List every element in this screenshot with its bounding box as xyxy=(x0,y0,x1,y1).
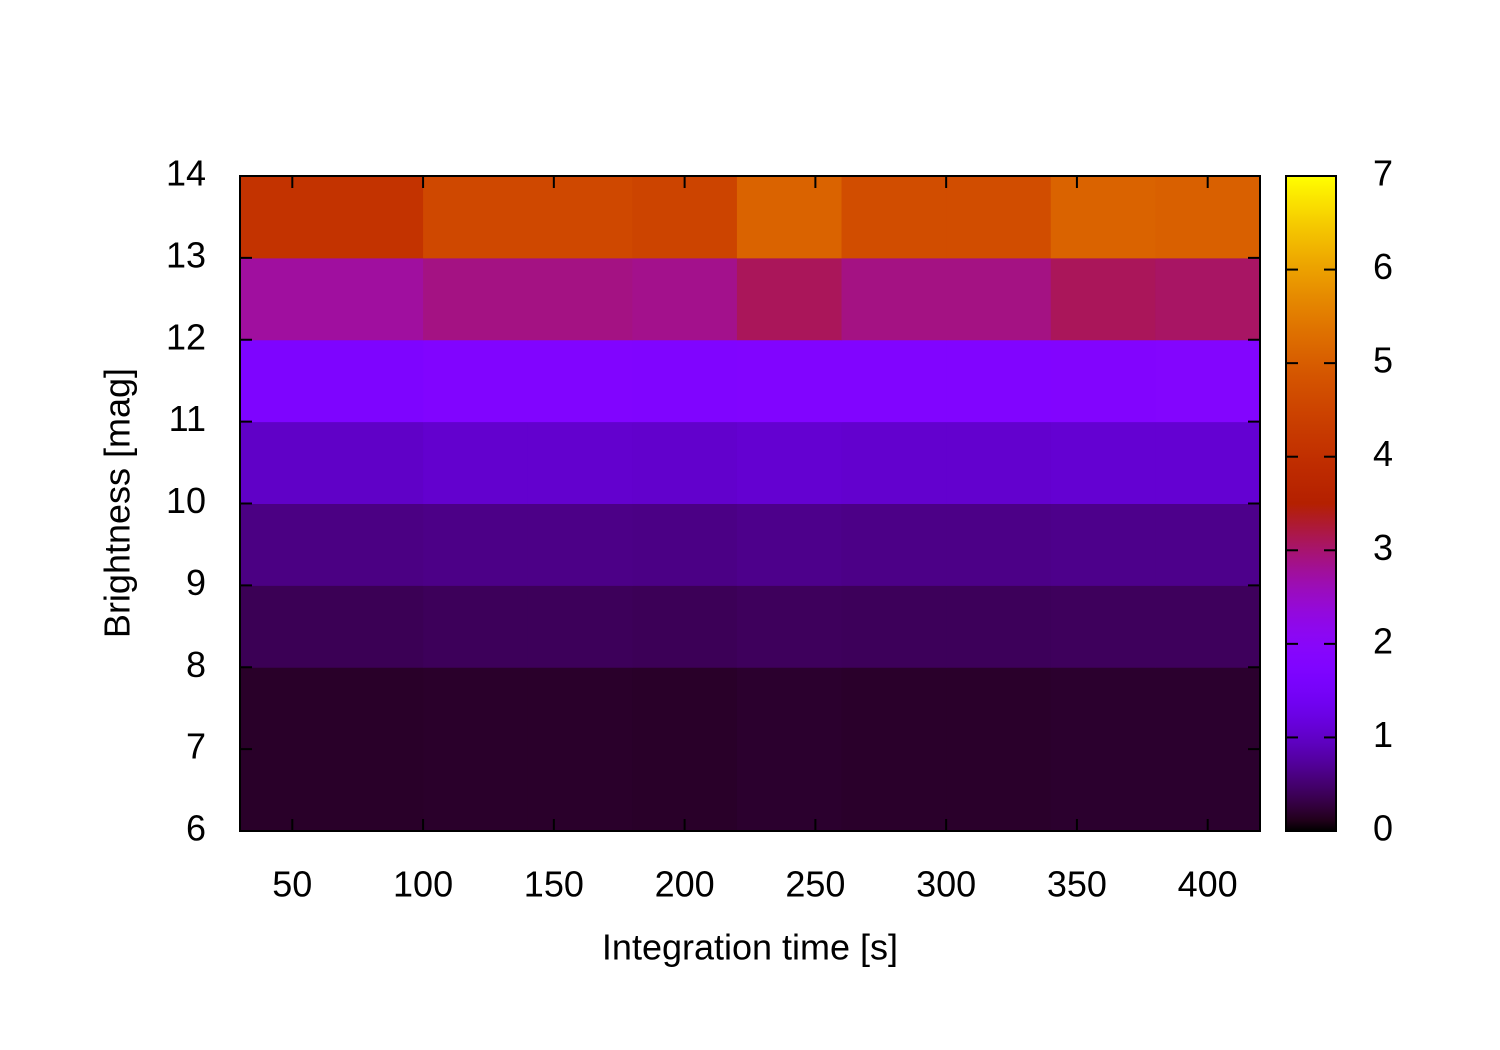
y-tick-label: 12 xyxy=(166,316,206,357)
heatmap-cell xyxy=(841,339,947,423)
heatmap-cell xyxy=(527,667,633,832)
heatmap-cell xyxy=(240,339,424,423)
colorbar xyxy=(1285,175,1337,832)
heatmap-cell xyxy=(841,257,947,341)
heatmap-cell xyxy=(527,421,633,504)
y-tick-label: 7 xyxy=(186,726,206,767)
heatmap-cell xyxy=(632,176,738,259)
heatmap-cell xyxy=(1050,257,1156,341)
heatmap-cell xyxy=(946,257,1052,341)
heatmap-cell xyxy=(423,257,529,341)
y-tick-label: 14 xyxy=(166,153,206,194)
heatmap-cell xyxy=(423,585,529,668)
heatmap-cell xyxy=(1050,667,1156,832)
x-tick-label: 250 xyxy=(785,864,845,905)
heatmap-cell xyxy=(946,667,1052,832)
colorbar-tick-label: 7 xyxy=(1373,153,1393,194)
x-tick-label: 400 xyxy=(1178,864,1238,905)
heatmap-cell xyxy=(527,585,633,668)
y-tick-label: 11 xyxy=(169,398,206,439)
heatmap-cell xyxy=(632,339,738,423)
heatmap-cell xyxy=(1050,339,1156,423)
heatmap-cell xyxy=(632,667,738,832)
heatmap-cell xyxy=(736,339,843,423)
heatmap-cell xyxy=(1155,421,1261,504)
colorbar-tick-label: 5 xyxy=(1373,340,1393,381)
y-tick-label: 13 xyxy=(166,234,206,275)
heatmap-cell xyxy=(736,585,843,668)
heatmap-cell xyxy=(736,421,843,504)
y-tick-label: 9 xyxy=(186,562,206,603)
heatmap-cell xyxy=(946,176,1052,259)
colorbar-tick-label: 2 xyxy=(1373,620,1393,661)
heatmap-cell xyxy=(240,176,424,259)
x-tick-label: 100 xyxy=(393,864,453,905)
heatmap-cell xyxy=(527,257,633,341)
heatmap-cell xyxy=(736,667,843,832)
heatmap-cell xyxy=(841,421,947,504)
y-axis-title: Brightness [mag] xyxy=(97,368,138,638)
colorbar-tick-label: 6 xyxy=(1373,246,1393,287)
heatmap-cell xyxy=(240,421,424,504)
heatmap-cell xyxy=(1050,421,1156,504)
heatmap-cell xyxy=(423,667,529,832)
heatmap-cell xyxy=(946,503,1052,586)
heatmap-cell xyxy=(1050,176,1156,259)
colorbar-tick-label: 1 xyxy=(1373,714,1393,755)
heatmap-cell xyxy=(1155,176,1261,259)
heatmap-cell xyxy=(240,585,424,668)
heatmap-cell xyxy=(946,585,1052,668)
x-tick-label: 200 xyxy=(655,864,715,905)
heatmap-cell xyxy=(736,503,843,586)
heatmap-cell xyxy=(1155,503,1261,586)
colorbar-tick-label: 0 xyxy=(1373,808,1393,849)
heatmap-cell xyxy=(632,421,738,504)
heatmap-cell xyxy=(240,257,424,341)
heatmap-cell xyxy=(632,585,738,668)
heatmap-cell xyxy=(527,176,633,259)
heatmap-cell xyxy=(736,176,843,259)
heatmap-cell xyxy=(527,339,633,423)
x-tick-label: 300 xyxy=(916,864,976,905)
x-axis-title: Integration time [s] xyxy=(602,927,898,968)
heatmap-cell xyxy=(1050,585,1156,668)
heatmap-cell xyxy=(946,339,1052,423)
heatmap-cell xyxy=(841,667,947,832)
heatmap-cell xyxy=(946,421,1052,504)
heatmap-cell xyxy=(1155,339,1261,423)
heatmap-cell xyxy=(841,176,947,259)
colorbar-tick-label: 4 xyxy=(1373,433,1393,474)
colorbar-tick-label: 3 xyxy=(1373,527,1393,568)
heatmap-cell xyxy=(1050,503,1156,586)
heatmap-cell xyxy=(841,585,947,668)
heatmap-cell xyxy=(1155,667,1261,832)
y-tick-label: 10 xyxy=(166,480,206,521)
heatmap-cell xyxy=(240,667,424,832)
x-tick-label: 350 xyxy=(1047,864,1107,905)
heatmap-cell xyxy=(527,503,633,586)
x-tick-label: 50 xyxy=(272,864,312,905)
x-tick-label: 150 xyxy=(524,864,584,905)
heatmap-cell xyxy=(736,257,843,341)
heatmap-cell xyxy=(1155,257,1261,341)
y-tick-label: 8 xyxy=(186,644,206,685)
heatmap-cell xyxy=(841,503,947,586)
heatmap-cell xyxy=(423,421,529,504)
heatmap-cell xyxy=(632,257,738,341)
heatmap-cell xyxy=(423,176,529,259)
heatmap-cell xyxy=(423,339,529,423)
heatmap-cell xyxy=(632,503,738,586)
heatmap-cell xyxy=(1155,585,1261,668)
y-tick-label: 6 xyxy=(186,808,206,849)
heatmap-cell xyxy=(423,503,529,586)
heatmap-cell xyxy=(240,503,424,586)
